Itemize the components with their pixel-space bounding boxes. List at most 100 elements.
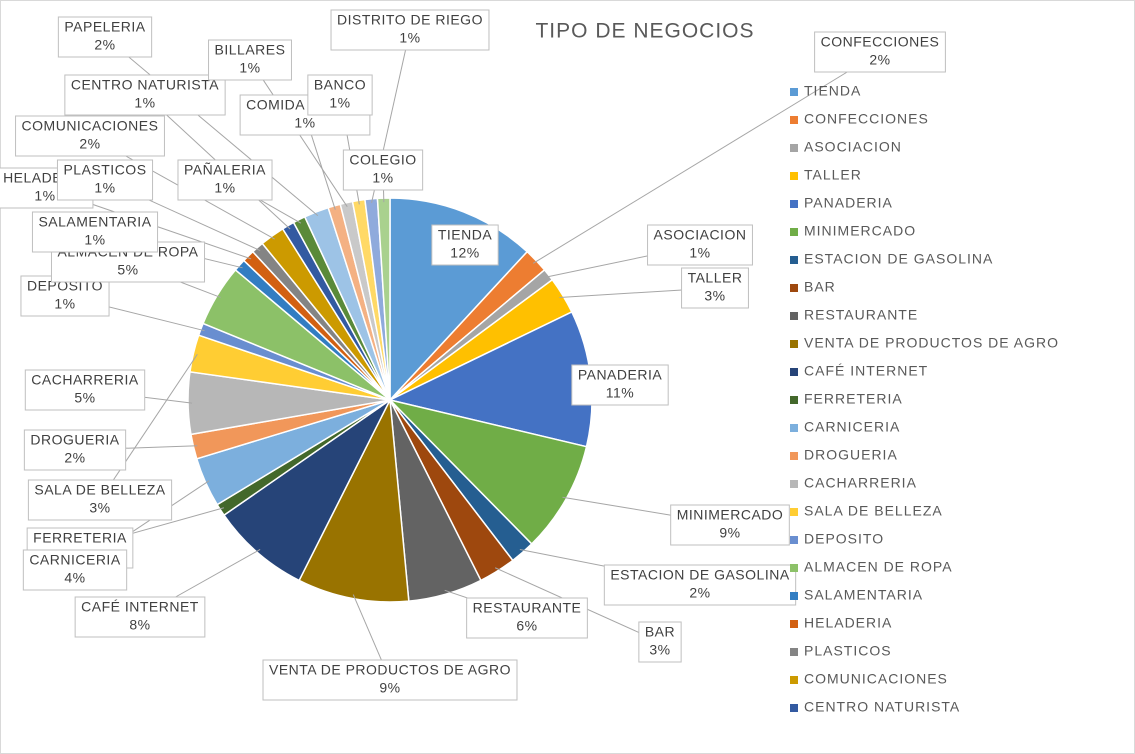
data-label: 1%: [239, 60, 260, 76]
legend-swatch: [790, 116, 798, 124]
legend-swatch: [790, 144, 798, 152]
label-box: [330, 9, 490, 51]
label-box: [22, 549, 128, 591]
data-label: 5%: [74, 390, 95, 406]
legend-label: HELADERIA: [804, 615, 892, 631]
data-label-name: VENTA DE PRODUCTOS DE AGRO: [269, 662, 511, 678]
data-label: 8%: [129, 617, 150, 633]
legend-label: BAR: [804, 279, 836, 295]
data-label: 4%: [64, 570, 85, 586]
legend-swatch: [790, 172, 798, 180]
label-box: [27, 479, 173, 521]
data-label-name: CARNICERIA: [29, 552, 121, 568]
legend-swatch: [790, 536, 798, 544]
data-label-name: CENTRO NATURISTA: [71, 77, 219, 93]
legend-swatch: [790, 312, 798, 320]
data-label-name: PLASTICOS: [63, 162, 146, 178]
label-box: [208, 39, 292, 81]
data-label: 2%: [64, 450, 85, 466]
legend-label: RESTAURANTE: [804, 307, 918, 323]
legend-label: SALA DE BELLEZA: [804, 503, 943, 519]
leader-line: [104, 36, 319, 217]
legend-swatch: [790, 564, 798, 572]
data-label: 3%: [649, 642, 670, 658]
leader-line: [532, 51, 881, 264]
data-label: 11%: [606, 385, 634, 401]
legend-label: DEPOSITO: [804, 531, 884, 547]
data-label-name: TALLER: [688, 270, 743, 286]
data-label: 5%: [117, 262, 138, 278]
legend-label: CAFÉ INTERNET: [804, 363, 928, 379]
data-label: 3%: [704, 288, 725, 304]
label-box: [307, 74, 373, 116]
data-label: 9%: [379, 680, 400, 696]
legend-label: SALAMENTARIA: [804, 587, 923, 603]
data-label-name: BANCO: [314, 77, 366, 93]
data-label: 2%: [79, 136, 100, 152]
data-label-name: CAFÉ INTERNET: [81, 599, 199, 615]
data-label: 2%: [94, 37, 115, 53]
label-box: [56, 159, 154, 201]
label-box: [814, 31, 946, 73]
label-box: [74, 596, 206, 638]
data-label: 2%: [689, 585, 710, 601]
legend-swatch: [790, 424, 798, 432]
label-box: [23, 429, 127, 471]
chart-title: TIPO DE NEGOCIOS: [535, 20, 754, 43]
label-box: [57, 16, 153, 58]
legend-label: ESTACION DE GASOLINA: [804, 251, 993, 267]
data-label: 1%: [294, 115, 315, 131]
label-box: [431, 224, 499, 266]
label-box: [177, 159, 273, 201]
legend-swatch: [790, 480, 798, 488]
label-box: [638, 621, 682, 663]
label-box: [647, 224, 753, 266]
data-label-name: RESTAURANTE: [473, 600, 582, 616]
data-label: 9%: [719, 525, 740, 541]
data-label-name: BILLARES: [215, 42, 286, 58]
data-label-name: DROGUERIA: [30, 432, 119, 448]
legend-swatch: [790, 284, 798, 292]
legend-swatch: [790, 368, 798, 376]
label-box: [24, 369, 146, 411]
data-label: 2%: [869, 52, 890, 68]
data-label: 1%: [329, 95, 350, 111]
label-box: [466, 597, 588, 639]
legend-swatch: [790, 200, 798, 208]
data-label: 1%: [372, 170, 393, 186]
legend-swatch: [790, 228, 798, 236]
label-box: [681, 267, 749, 309]
legend-label: PANADERIA: [804, 195, 893, 211]
data-label-name: ESTACION DE GASOLINA: [610, 567, 789, 583]
data-label-name: COMUNICACIONES: [22, 118, 159, 134]
legend-swatch: [790, 620, 798, 628]
data-label: 1%: [689, 245, 710, 261]
data-label: 1%: [94, 180, 115, 196]
legend-label: DROGUERIA: [804, 447, 898, 463]
data-label-name: COLEGIO: [349, 152, 416, 168]
label-box: [20, 275, 110, 317]
legend-label: TIENDA: [804, 83, 861, 99]
label-box: [262, 659, 518, 701]
legend-label: FERRETERIA: [804, 391, 903, 407]
data-label-name: SALA DE BELLEZA: [34, 482, 165, 498]
data-label-name: TIENDA: [438, 227, 493, 243]
legend-swatch: [790, 676, 798, 684]
legend-swatch: [790, 508, 798, 516]
legend-label: CARNICERIA: [804, 419, 900, 435]
label-box: [15, 115, 165, 157]
legend-swatch: [790, 648, 798, 656]
legend-label: TALLER: [804, 167, 862, 183]
legend-label: ASOCIACION: [804, 139, 902, 155]
data-label: 6%: [516, 618, 537, 634]
legend-label: VENTA DE PRODUCTOS DE AGRO: [804, 335, 1059, 351]
data-label: 1%: [134, 95, 155, 111]
pie-slice: [298, 397, 410, 603]
legend-swatch: [790, 704, 798, 712]
data-label-name: CACHARRERIA: [31, 372, 139, 388]
label-box: [64, 74, 226, 116]
pie-slice: [387, 398, 588, 546]
data-label-name: PAÑALERIA: [184, 162, 266, 178]
label-box: [31, 211, 159, 253]
